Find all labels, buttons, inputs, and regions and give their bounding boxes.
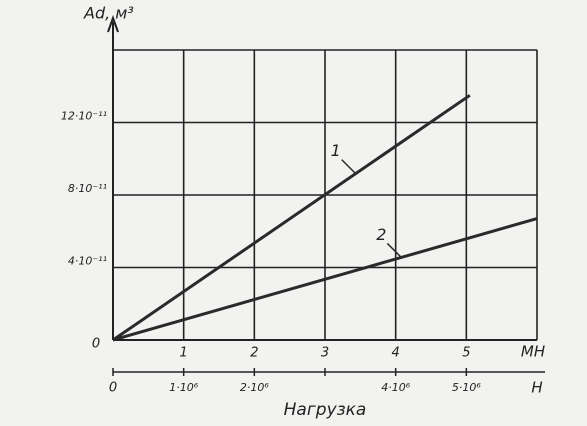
x2-tick-label: 5·10⁶ [452, 381, 481, 394]
x2-tick-label: 0 [109, 381, 117, 396]
x-unit: MH [521, 343, 545, 361]
line [112, 217, 538, 342]
y-axis-label: Ad, м³ [83, 4, 134, 23]
line [112, 94, 471, 342]
series-label: 2 [376, 225, 386, 244]
x2-tick-label: 2·10⁶ [240, 381, 269, 394]
x2-tick-label: 1·10⁶ [169, 381, 198, 394]
x-tick-label: 5 [462, 346, 470, 361]
x-tick-label: 4 [392, 346, 400, 361]
x2-tick-label: 4·10⁶ [381, 381, 410, 394]
x-tick-label: 3 [321, 346, 329, 361]
y-tick-label: 12·10⁻¹¹ [61, 110, 107, 123]
y-axis-arrow [107, 15, 119, 33]
x-tick-label: 2 [250, 346, 258, 361]
y-tick-label: 0 [92, 337, 100, 352]
label-leader [386, 242, 402, 258]
x2-unit: H [531, 379, 542, 397]
y-tick-label: 4·10⁻¹¹ [68, 255, 107, 268]
series-label: 1 [331, 141, 341, 160]
x-axis-label: Нагрузка [284, 400, 367, 420]
y-tick-label: 8·10⁻¹¹ [68, 182, 107, 195]
x-tick-label: 1 [180, 346, 188, 361]
label-leader [341, 159, 357, 175]
